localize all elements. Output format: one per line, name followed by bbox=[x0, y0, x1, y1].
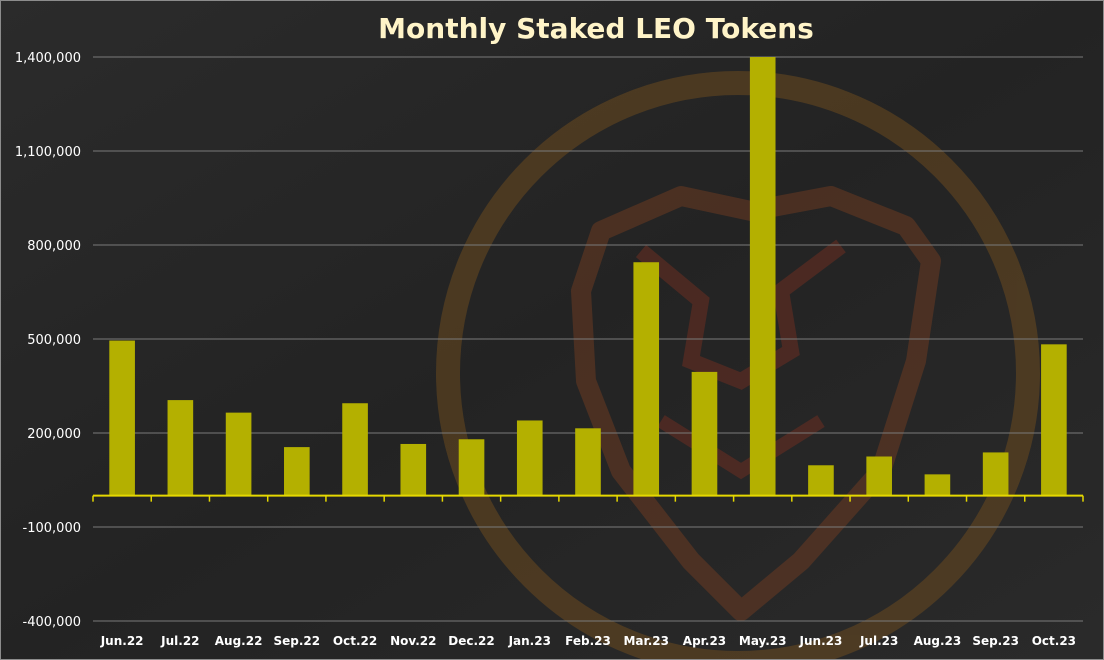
x-tick-label: Jul.22 bbox=[160, 634, 199, 648]
bar-jul-22 bbox=[167, 400, 194, 496]
bar-nov-22 bbox=[400, 443, 427, 496]
x-tick-label: May.23 bbox=[739, 634, 787, 648]
x-tick-label: Sep.23 bbox=[972, 634, 1019, 648]
x-axis-labels: Jun.22 Jul.22 Aug.22 Sep.22 Oct.22 Nov.22 Dec.… bbox=[100, 634, 1076, 648]
x-tick-label: Jun.22 bbox=[100, 634, 144, 648]
bar-jun-22 bbox=[109, 340, 135, 496]
bar-dec-22 bbox=[458, 439, 485, 496]
gridlines bbox=[93, 56, 1083, 622]
bar-aug-23 bbox=[924, 474, 951, 496]
bar-sep-23 bbox=[982, 452, 1009, 496]
x-tick-label: Aug.22 bbox=[215, 634, 263, 648]
bars bbox=[109, 57, 1067, 496]
x-tick-label: Jul.23 bbox=[859, 634, 898, 648]
y-tick-label: 800,000 bbox=[27, 239, 81, 254]
x-tick-label: Aug.23 bbox=[914, 634, 962, 648]
bar-jun-23 bbox=[808, 465, 834, 496]
bar-aug-22 bbox=[225, 412, 252, 496]
x-tick-label: Sep.22 bbox=[274, 634, 321, 648]
y-tick-label: 500,000 bbox=[27, 333, 81, 348]
x-axis bbox=[92, 494, 1084, 502]
bar-mar-23 bbox=[633, 262, 660, 496]
y-tick-label: 200,000 bbox=[27, 427, 81, 442]
x-tick-label: Mar.23 bbox=[623, 634, 669, 648]
x-tick-label: Jan.23 bbox=[508, 634, 551, 648]
y-axis-labels: -400,000 -100,000 200,000 500,000 800,000 1,1… bbox=[15, 51, 81, 630]
x-tick-label: Dec.22 bbox=[448, 634, 494, 648]
bar-oct-22 bbox=[342, 403, 368, 496]
x-tick-label: Nov.22 bbox=[390, 634, 436, 648]
bar-may-23 bbox=[749, 57, 776, 496]
x-tick-label: Oct.22 bbox=[333, 634, 377, 648]
bar-oct-23 bbox=[1041, 344, 1067, 496]
bar-feb-23 bbox=[575, 428, 601, 496]
bar-jul-23 bbox=[866, 456, 892, 496]
bar-apr-23 bbox=[691, 371, 718, 496]
y-tick-label: 1,100,000 bbox=[15, 145, 81, 160]
bar-jan-23 bbox=[516, 420, 543, 496]
y-tick-label: -400,000 bbox=[23, 615, 81, 630]
y-tick-label: -100,000 bbox=[23, 521, 81, 536]
bar-sep-22 bbox=[284, 447, 310, 496]
x-tick-label: Feb.23 bbox=[565, 634, 611, 648]
chart-title: Monthly Staked LEO Tokens bbox=[378, 12, 814, 45]
y-tick-label: 1,400,000 bbox=[15, 51, 81, 66]
x-tick-label: Oct.23 bbox=[1032, 634, 1076, 648]
x-tick-label: Apr.23 bbox=[683, 634, 726, 648]
x-tick-label: Jun.23 bbox=[799, 634, 843, 648]
